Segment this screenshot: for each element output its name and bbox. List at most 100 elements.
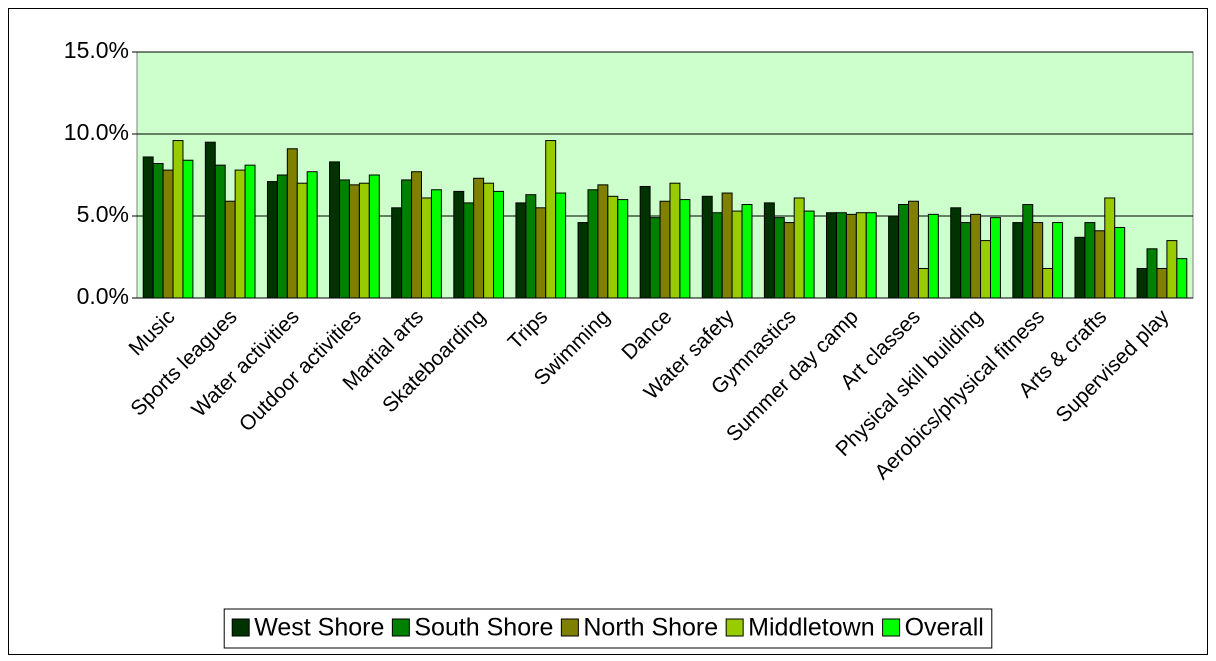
bar xyxy=(473,177,485,299)
bar xyxy=(927,213,939,299)
bar xyxy=(898,204,910,299)
bar xyxy=(1136,267,1148,299)
bar xyxy=(679,199,691,299)
legend-swatch xyxy=(231,618,250,637)
bar xyxy=(182,159,194,299)
bar xyxy=(1176,258,1188,299)
bar xyxy=(224,200,236,299)
bar xyxy=(401,179,413,299)
bar xyxy=(1146,248,1158,299)
legend-swatch xyxy=(391,618,410,637)
bar xyxy=(329,161,341,299)
legend-label: North Shore xyxy=(583,614,718,642)
bar xyxy=(1012,222,1024,299)
bar xyxy=(669,182,681,299)
bar xyxy=(1094,230,1106,299)
bar xyxy=(908,200,919,299)
bar xyxy=(1084,222,1096,299)
bar xyxy=(577,222,589,299)
bar xyxy=(783,222,795,299)
legend-swatch xyxy=(725,618,744,637)
bar xyxy=(234,169,246,299)
legend-label: West Shore xyxy=(254,614,384,642)
bar xyxy=(865,212,877,299)
legend-label: Middletown xyxy=(748,614,874,642)
bar xyxy=(493,190,504,299)
bar xyxy=(960,222,972,299)
bar xyxy=(617,199,629,299)
bar xyxy=(888,215,900,299)
bar xyxy=(597,184,609,299)
legend-swatch xyxy=(560,618,579,637)
bar xyxy=(917,267,929,299)
bar xyxy=(244,164,256,299)
bar xyxy=(555,192,567,299)
bar xyxy=(731,210,743,299)
bar xyxy=(286,148,298,299)
bar xyxy=(430,189,442,299)
bar xyxy=(1166,240,1178,299)
bar xyxy=(411,171,422,299)
legend-label: Overall xyxy=(905,614,984,642)
bar xyxy=(970,213,982,299)
y-tick-label: 10.0% xyxy=(64,119,129,145)
bar xyxy=(587,189,599,299)
y-tick-label: 5.0% xyxy=(77,201,129,227)
bar xyxy=(276,174,288,299)
bar xyxy=(1104,197,1116,299)
bar xyxy=(711,212,723,299)
legend-swatch xyxy=(882,618,901,637)
bar xyxy=(1156,267,1168,299)
bar xyxy=(803,210,815,299)
bar xyxy=(339,179,350,299)
bar xyxy=(989,217,1001,299)
legend-label: South Shore xyxy=(414,614,553,642)
bar xyxy=(515,202,527,299)
bar xyxy=(204,141,216,299)
bar xyxy=(152,163,164,299)
bar xyxy=(358,182,370,299)
bar xyxy=(296,182,308,299)
bar xyxy=(1032,222,1044,299)
bar xyxy=(773,217,785,299)
bar xyxy=(639,185,651,299)
bar xyxy=(980,240,991,299)
bar xyxy=(525,194,537,299)
bar xyxy=(368,174,380,299)
bar xyxy=(845,213,857,299)
bar xyxy=(763,202,775,299)
bar xyxy=(855,212,867,299)
bar xyxy=(348,184,360,299)
bar xyxy=(1074,236,1086,299)
bar xyxy=(1042,267,1054,299)
legend: West Shore South Shore North Shore Middleto… xyxy=(223,608,993,649)
bar xyxy=(649,217,661,299)
bar xyxy=(463,202,475,299)
bar xyxy=(950,207,962,299)
bar xyxy=(659,200,671,299)
bar xyxy=(420,197,432,299)
bar xyxy=(483,182,495,299)
bar xyxy=(535,207,547,299)
bar xyxy=(793,197,805,299)
bar xyxy=(391,207,403,299)
bar xyxy=(172,140,184,299)
bar xyxy=(162,169,174,299)
y-tick-label: 0.0% xyxy=(77,283,129,309)
y-tick-label: 15.0% xyxy=(64,37,129,63)
bar xyxy=(453,190,465,299)
bar xyxy=(306,171,318,299)
bar xyxy=(835,212,847,299)
bar xyxy=(741,204,753,299)
bar xyxy=(701,195,713,299)
bar xyxy=(1052,222,1064,299)
bar xyxy=(142,156,154,299)
bar xyxy=(214,164,226,299)
bar xyxy=(607,195,619,299)
bar xyxy=(1022,204,1034,299)
bar xyxy=(826,212,837,299)
bar xyxy=(545,140,557,299)
bar xyxy=(1114,226,1126,299)
legend-box xyxy=(223,608,993,649)
